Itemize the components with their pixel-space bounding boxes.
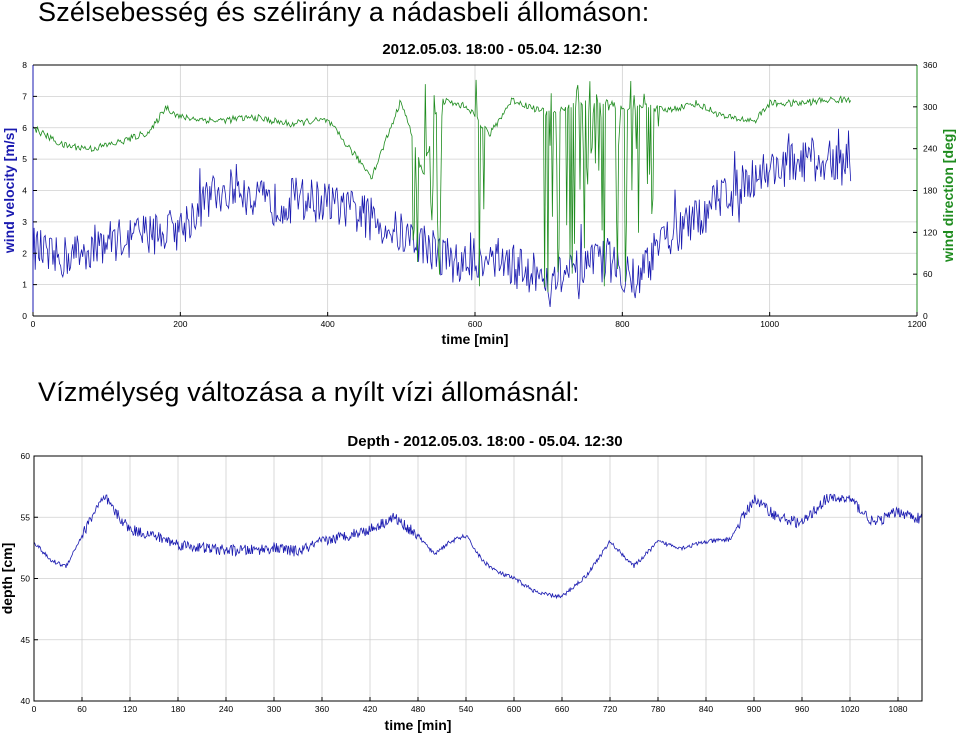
depth-line [33,493,923,600]
wind-x-tick-label: 800 [615,319,629,329]
depth-x-tick-label: 600 [507,704,521,714]
wind-section-heading: Szélsebesség és szélirány a nádasbeli ál… [38,0,650,27]
depth-x-tick-label: 780 [651,704,665,714]
wind-x-tick-label: 600 [468,319,482,329]
wind-y2-axis-label: wind direction [deg] [940,129,956,263]
wind-x-tick-label: 1000 [760,319,779,329]
depth-x-tick-label: 840 [699,704,713,714]
depth-x-tick-label: 480 [411,704,425,714]
wind-x-tick-label: 0 [31,319,36,329]
wind-x-tick-label: 200 [173,319,187,329]
depth-x-tick-label: 1080 [889,704,908,714]
wind-y2-tick-label: 120 [923,227,937,237]
depth-x-tick-label: 720 [603,704,617,714]
wind-y2-tick-label: 180 [923,186,937,196]
wind-y2-tick-label: 360 [923,60,937,70]
wind-velocity-line [32,128,852,308]
depth-x-tick-label: 660 [555,704,569,714]
wind-y-tick-label: 6 [22,123,27,133]
depth-y-tick-label: 60 [21,451,31,461]
wind-y-tick-label: 3 [22,217,27,227]
wind-y-tick-label: 1 [22,280,27,290]
wind-y-axis-label: wind velocity [m/s] [1,128,17,254]
depth-x-tick-label: 360 [315,704,329,714]
depth-y-axis-label: depth [cm] [0,543,15,615]
depth-x-tick-label: 240 [219,704,233,714]
wind-y-tick-label: 8 [22,60,27,70]
depth-x-tick-label: 1020 [841,704,860,714]
depth-x-tick-label: 120 [123,704,137,714]
depth-x-tick-label: 960 [795,704,809,714]
wind-y-tick-label: 4 [22,186,27,196]
depth-y-tick-label: 55 [21,512,31,522]
wind-x-axis-label: time [min] [442,331,509,347]
wind-y-tick-label: 0 [22,311,27,321]
depth-x-tick-label: 300 [267,704,281,714]
depth-x-axis-label: time [min] [385,717,452,733]
wind-x-tick-label: 400 [321,319,335,329]
depth-section-heading: Vízmélység változása a nyílt vízi állomá… [38,377,580,407]
wind-y2-tick-label: 240 [923,144,937,154]
wind-y2-tick-label: 60 [923,269,933,279]
wind-y-tick-label: 2 [22,248,27,258]
wind-direction-line [32,79,852,293]
wind-y2-tick-label: 300 [923,102,937,112]
wind-y-tick-label: 5 [22,154,27,164]
depth-y-tick-label: 45 [21,635,31,645]
depth-x-tick-label: 420 [363,704,377,714]
depth-y-tick-label: 40 [21,696,31,706]
depth-x-tick-label: 60 [77,704,87,714]
wind-y2-tick-label: 0 [923,311,928,321]
wind-y-tick-label: 7 [22,91,27,101]
depth-chart-title: Depth - 2012.05.03. 18:00 - 05.04. 12:30 [347,433,622,450]
wind-chart-title: 2012.05.03. 18:00 - 05.04. 12:30 [382,41,601,58]
depth-x-tick-label: 540 [459,704,473,714]
depth-y-tick-label: 50 [21,574,31,584]
depth-x-tick-label: 900 [747,704,761,714]
wind-x-tick-label: 1200 [908,319,927,329]
depth-x-tick-label: 0 [32,704,37,714]
depth-x-tick-label: 180 [171,704,185,714]
